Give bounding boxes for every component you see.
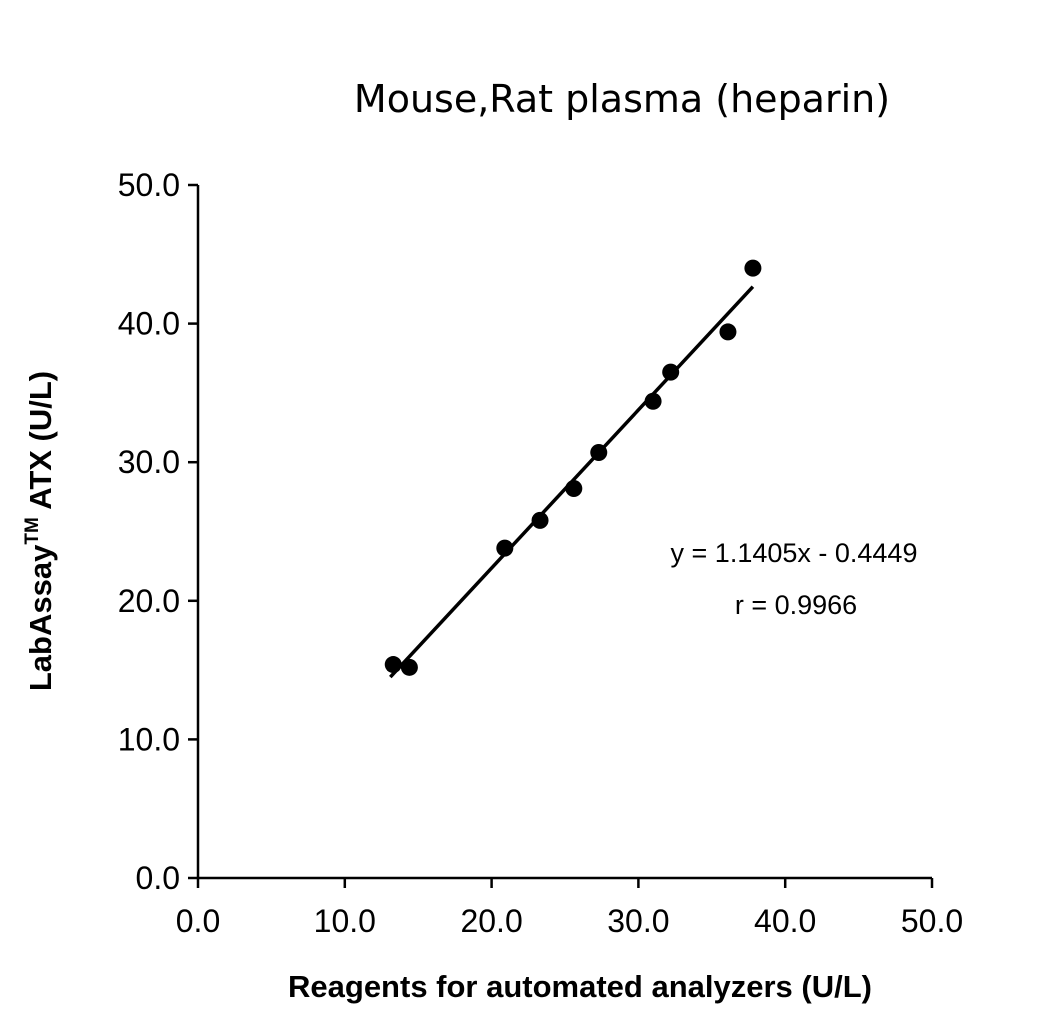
data-point [565, 480, 583, 498]
data-point [644, 392, 662, 410]
x-tick-label: 0.0 [176, 903, 220, 939]
y-ticks: 0.0 10.0 20.0 30.0 40.0 50.0 [118, 167, 198, 896]
equation-label: y = 1.1405x - 0.4449 [671, 538, 918, 568]
axes [196, 185, 932, 880]
y-tick-label: 40.0 [118, 306, 180, 342]
x-tick-label: 10.0 [314, 903, 376, 939]
data-point [496, 539, 514, 557]
y-axis-label: LabAssayTM ATX (U/L) [22, 371, 58, 691]
data-point [662, 363, 680, 381]
x-ticks: 0.0 10.0 20.0 30.0 40.0 50.0 [176, 878, 963, 939]
y-tick-label: 50.0 [118, 167, 180, 203]
x-axis-label: Reagents for automated analyzers (U/L) [288, 969, 872, 1004]
data-point [719, 323, 737, 341]
y-axis-label-superscript: TM [22, 517, 43, 544]
data-point [384, 656, 402, 674]
y-tick-label: 10.0 [118, 721, 180, 757]
y-tick-label: 30.0 [118, 444, 180, 480]
r-value-label: r = 0.9966 [735, 590, 857, 620]
y-axis-label-main: LabAssay [23, 544, 58, 691]
data-point [531, 511, 549, 529]
data-point [590, 443, 608, 461]
data-point [400, 658, 418, 676]
x-tick-label: 50.0 [901, 903, 963, 939]
x-tick-label: 40.0 [754, 903, 816, 939]
y-tick-label: 20.0 [118, 583, 180, 619]
y-tick-label: 0.0 [136, 860, 180, 896]
data-points [384, 259, 762, 676]
x-tick-label: 30.0 [607, 903, 669, 939]
chart-title: Mouse,Rat plasma (heparin) [354, 77, 890, 121]
x-tick-label: 20.0 [460, 903, 522, 939]
data-point [744, 259, 762, 277]
y-axis-label-rest: ATX (U/L) [23, 371, 58, 517]
